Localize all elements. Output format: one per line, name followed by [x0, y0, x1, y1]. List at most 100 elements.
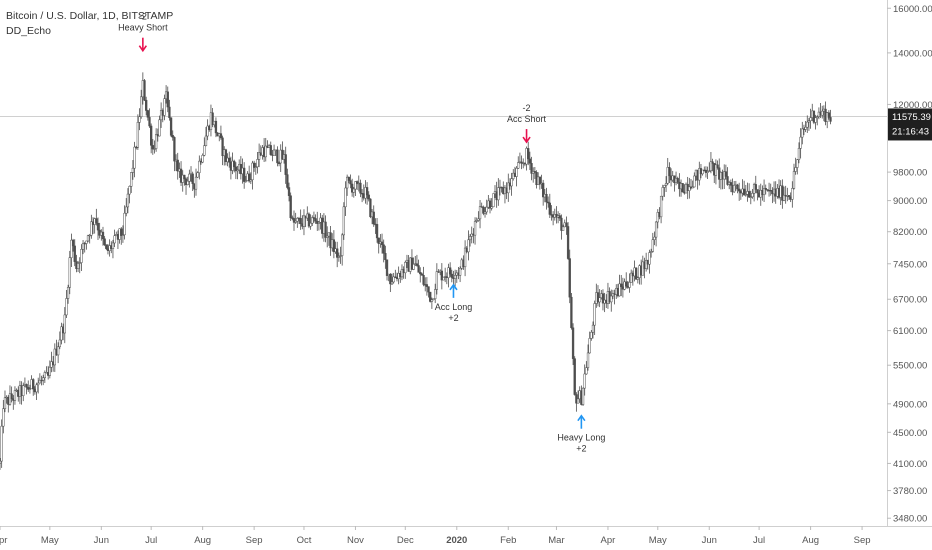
candle-body	[186, 180, 189, 186]
candle-body	[133, 146, 136, 169]
candle-body	[56, 346, 60, 356]
price-tick-label: 8200.00	[893, 227, 927, 238]
candle-body	[583, 373, 586, 389]
price-tick-label: 14000.00	[893, 48, 932, 59]
candle-body	[661, 187, 664, 197]
candle-body	[254, 166, 257, 168]
candle-body	[148, 117, 151, 127]
candle-body	[816, 116, 819, 119]
time-tick-label: Jun	[94, 535, 109, 546]
candle-body	[691, 186, 694, 189]
short-signal-arrow-head	[138, 45, 148, 53]
candle-body	[714, 164, 718, 176]
candle-body	[585, 367, 588, 375]
candle-body	[412, 263, 415, 270]
candle-body	[458, 268, 462, 276]
candle-body	[354, 181, 357, 190]
time-tick-label: Mar	[548, 535, 564, 546]
candle-body	[206, 125, 209, 137]
candle-body	[432, 298, 435, 300]
candle-body	[269, 145, 272, 155]
candle-body	[468, 236, 472, 241]
candle-body	[681, 183, 684, 193]
candle-body	[676, 178, 679, 183]
candle-body	[145, 99, 148, 111]
candle-body	[787, 195, 791, 198]
candle-body	[548, 202, 551, 215]
candle-body	[219, 133, 223, 139]
candle-body	[527, 148, 530, 160]
candle-body	[593, 303, 596, 326]
candle-body	[317, 222, 321, 224]
candle-body	[150, 125, 153, 146]
signal-value-label: +2	[576, 444, 586, 454]
candle-body	[618, 283, 621, 297]
candle-body	[277, 162, 281, 164]
candle-body	[749, 196, 752, 198]
candle-body	[243, 167, 246, 182]
candle-body	[693, 175, 696, 188]
candle-body	[158, 119, 161, 137]
time-tick-label: Feb	[500, 535, 516, 546]
candle-body	[733, 184, 736, 193]
signal-value-label: +2	[448, 313, 458, 323]
signal-name-label: Acc Short	[507, 114, 547, 124]
candle-body	[792, 171, 796, 189]
candle-body	[729, 182, 733, 186]
candle-body	[176, 159, 179, 172]
candle-body	[796, 159, 799, 168]
candle-body	[651, 239, 654, 252]
candle-body	[440, 270, 443, 281]
candle-body	[198, 160, 201, 173]
candle-body	[801, 128, 804, 138]
candle-body	[520, 161, 523, 164]
candle-body	[234, 166, 238, 172]
candle-body	[653, 236, 656, 240]
candle-body	[123, 212, 126, 236]
candle-body	[756, 189, 759, 194]
candle-body	[171, 135, 174, 138]
indicator-name[interactable]: DD_Echo	[6, 25, 51, 37]
price-tick-label: 3780.00	[893, 486, 927, 497]
candle-body	[384, 253, 387, 261]
price-tick-label: 4900.00	[893, 399, 927, 410]
candle-body	[590, 331, 593, 339]
time-tick-label: Jun	[702, 535, 717, 546]
candle-body	[404, 262, 407, 274]
candle-body	[0, 460, 2, 464]
candle-body	[101, 231, 105, 240]
candle-body	[111, 242, 115, 250]
candle-body	[369, 198, 372, 218]
candle-body	[473, 221, 477, 236]
candle-body	[365, 187, 369, 196]
candle-body	[664, 183, 668, 186]
candle-body	[228, 157, 231, 163]
candle-body	[359, 182, 362, 194]
candle-body	[706, 171, 709, 173]
price-tick-label: 4500.00	[893, 428, 927, 439]
candle-body	[264, 145, 267, 158]
candle-body	[287, 187, 291, 196]
candle-body	[103, 238, 106, 245]
candle-body	[724, 171, 728, 177]
candle-body	[766, 189, 769, 191]
candle-body	[191, 173, 194, 184]
candle-body	[3, 397, 7, 410]
candle-body	[542, 182, 545, 198]
candle-body	[475, 220, 478, 222]
candle-body	[427, 286, 430, 293]
symbol-title[interactable]: Bitcoin / U.S. Dollar, 1D, BITSTAMP	[6, 10, 174, 22]
candle-body	[60, 326, 63, 341]
candle-body	[40, 379, 43, 382]
candle-body	[121, 234, 125, 236]
candle-body	[827, 112, 831, 118]
time-tick-label: May	[649, 535, 667, 546]
last-price-label: 11575.39	[892, 112, 931, 123]
candle-body	[380, 241, 384, 246]
candle-body	[341, 234, 344, 256]
candle-body	[309, 222, 312, 227]
candle-body	[71, 239, 75, 247]
candle-body	[528, 158, 532, 164]
candle-body	[510, 178, 513, 187]
